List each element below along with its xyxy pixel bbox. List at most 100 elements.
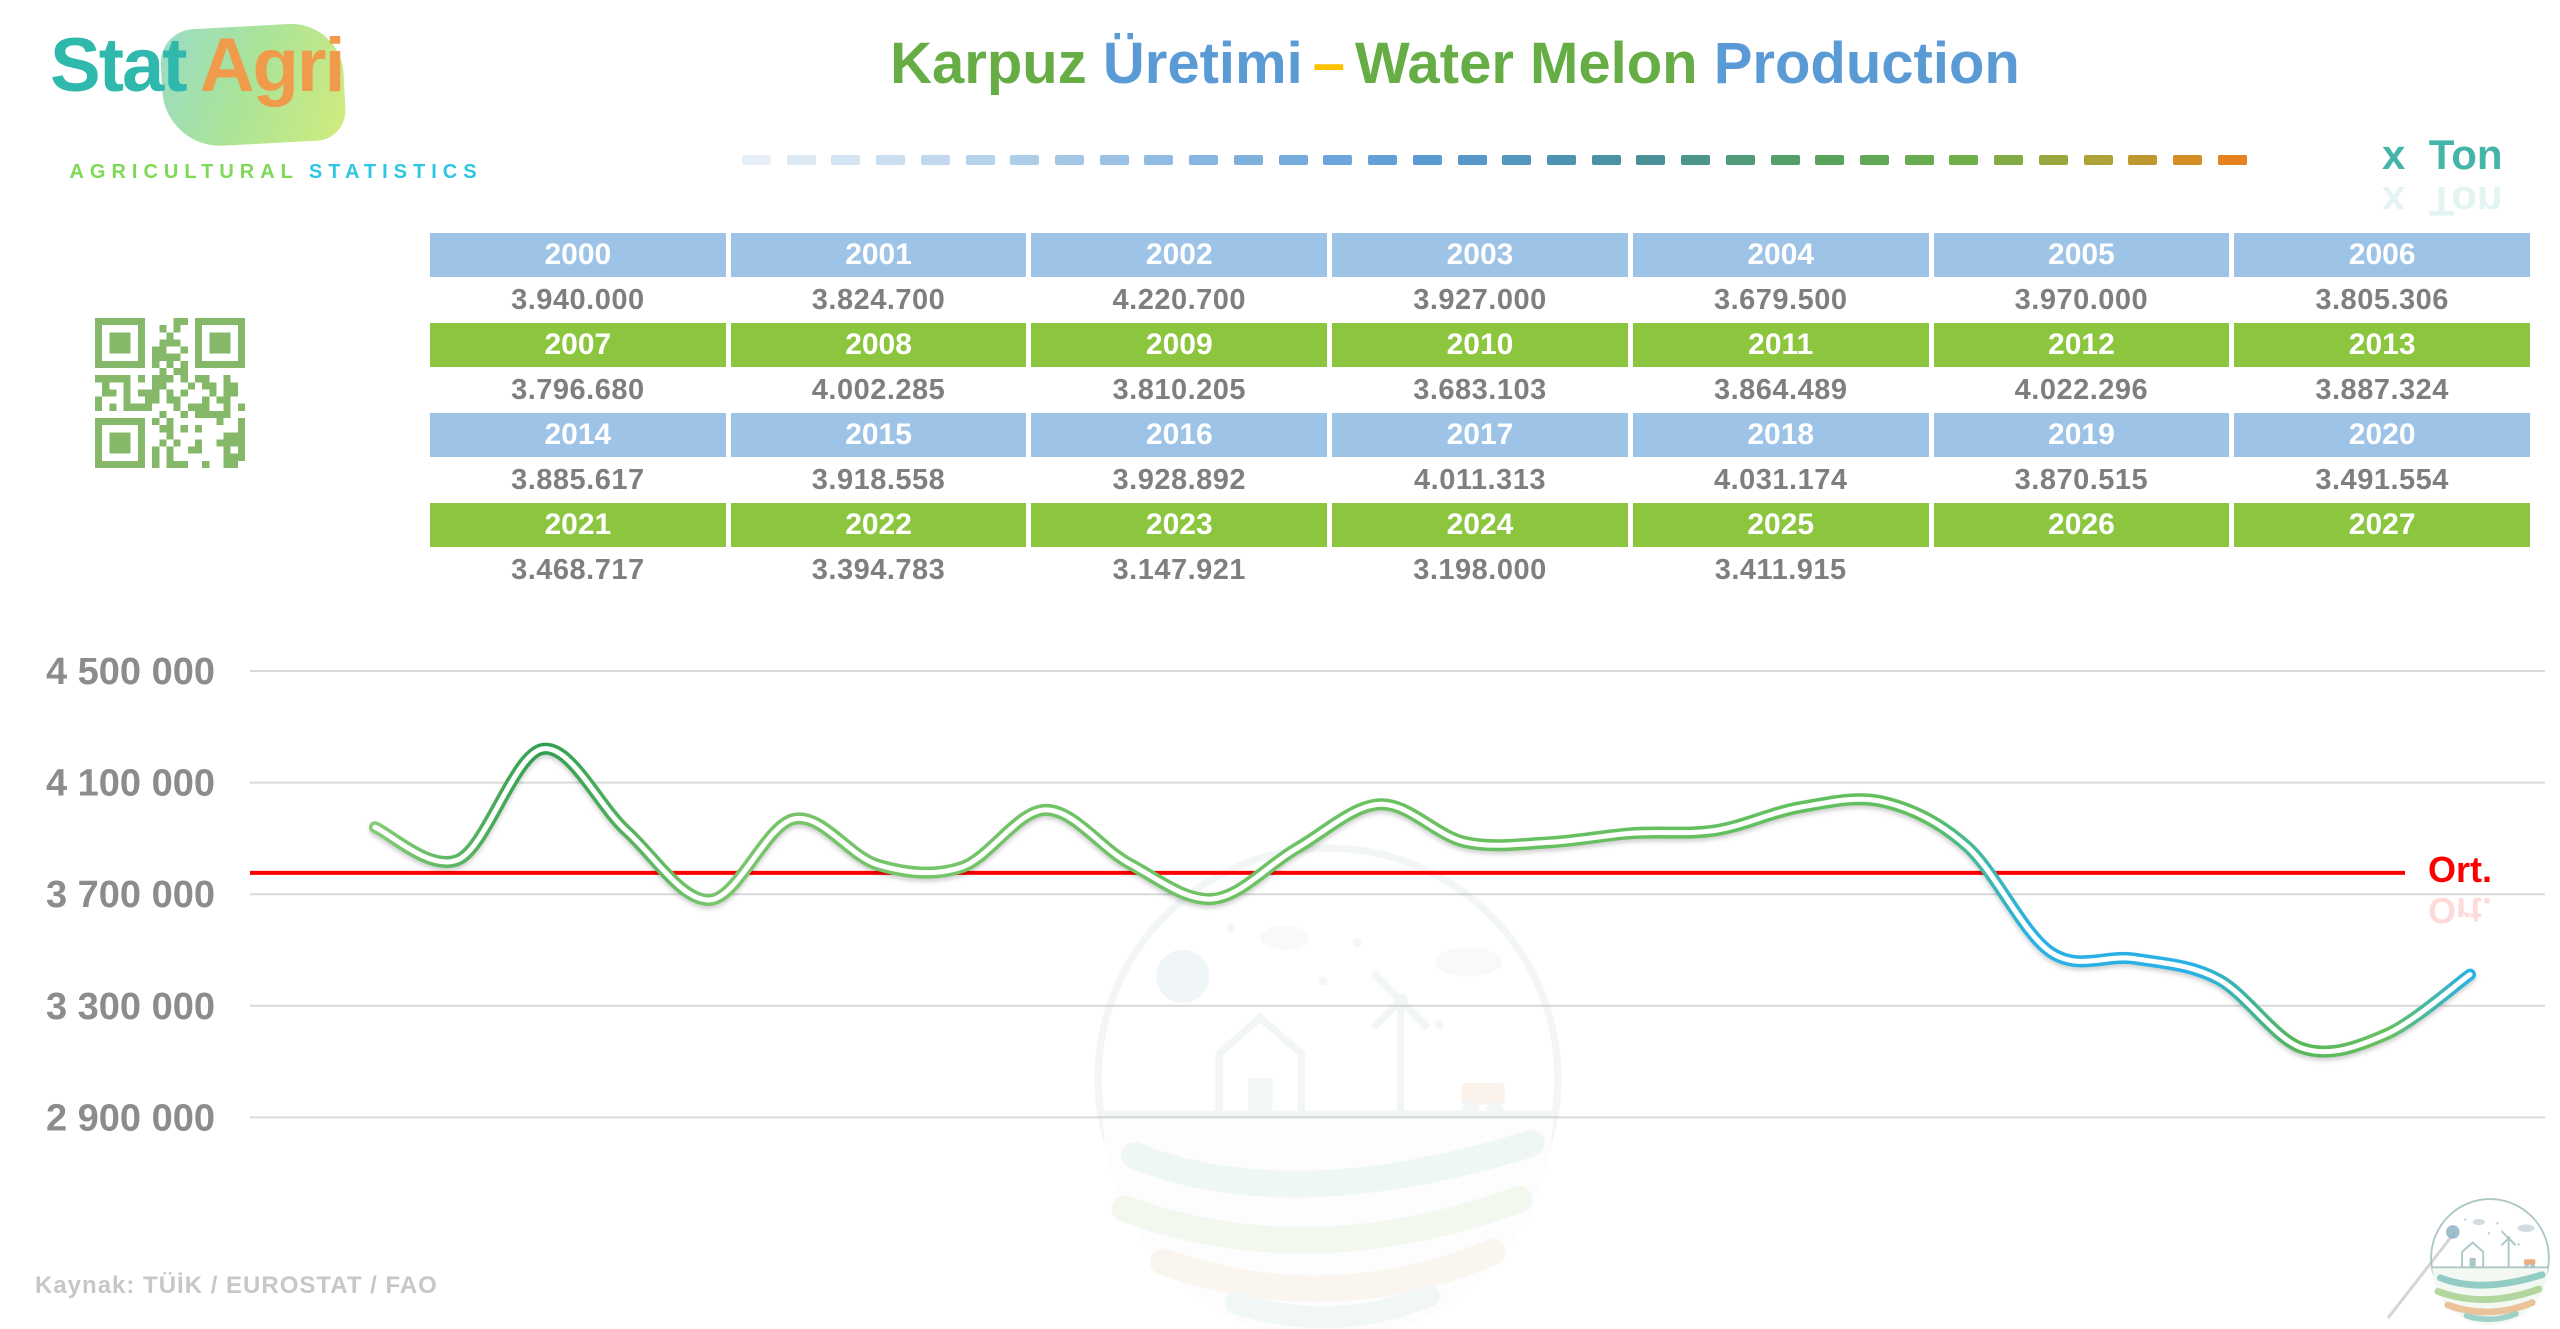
- value-cell: 3.491.554: [2315, 463, 2449, 496]
- year-header-cell: 2006: [2234, 233, 2530, 277]
- year-header-row: 2014 2015 2016 2017 2018 2019 2020: [430, 413, 2530, 457]
- divider-dash: [1859, 155, 1889, 165]
- divider-dash: [1010, 155, 1040, 165]
- year-header-cell: 2003: [1332, 233, 1628, 277]
- divider-dash: [1949, 155, 1979, 165]
- value-row: 3.940.000 3.824.700 4.220.700 3.927.000 3.67…: [430, 277, 2530, 323]
- y-tick-label: 3 300 000: [46, 986, 215, 1028]
- divider-dash: [1457, 155, 1487, 165]
- year-header-cell: 2014: [430, 413, 726, 457]
- page-title: Karpuz Üretimi – Water Melon Production: [880, 30, 2030, 97]
- divider-dash: [965, 155, 995, 165]
- divider-dash: [1144, 155, 1174, 165]
- value-cell: 4.220.700: [1112, 283, 1247, 316]
- title-water-melon: Water Melon: [1354, 31, 1698, 96]
- year-header-cell: 2008: [730, 323, 1027, 367]
- average-label: Ort.: [2428, 849, 2493, 890]
- value-cell: 3.805.306: [2315, 283, 2449, 316]
- decorative-line: [2386, 1231, 2457, 1319]
- logo-subtitle-agricultural: AGRICULTURAL: [69, 161, 299, 183]
- year-header-cell: 2019: [1933, 413, 2230, 457]
- value-cell: 3.864.489: [1713, 373, 1848, 406]
- value-cell: 3.683.103: [1413, 373, 1547, 406]
- logo-agri-text: Agri: [199, 23, 346, 108]
- value-cell: 3.928.892: [1112, 463, 1247, 496]
- divider-dash: [1323, 155, 1353, 165]
- y-tick-label: 3 700 000: [46, 874, 215, 916]
- value-cell: 3.940.000: [511, 283, 645, 316]
- farm-emblem-watermark: [1098, 848, 1558, 1329]
- year-header-row: 2021 2022 2023 2024 2025 2026 2027: [430, 503, 2530, 547]
- farm-emblem-logo: [2431, 1199, 2549, 1325]
- year-header-cell: 2002: [1031, 233, 1328, 277]
- year-header-cell: 2001: [730, 233, 1027, 277]
- year-header-cell: 2004: [1632, 233, 1929, 277]
- chart-curve: [369, 742, 2476, 1058]
- title-dash: –: [1312, 31, 1345, 96]
- year-header-cell: 2016: [1031, 413, 1328, 457]
- value-cell: 3.147.921: [1112, 553, 1247, 586]
- value-cell: 3.885.617: [511, 463, 645, 496]
- year-header-cell: 2011: [1632, 323, 1929, 367]
- value-cell: 4.022.296: [2014, 373, 2149, 406]
- average-label-block: Ort. Ort.: [2428, 849, 2493, 932]
- value-cell: 4.011.313: [1414, 463, 1546, 496]
- divider-dash: [2217, 155, 2247, 165]
- divider-dash: [1502, 155, 1532, 165]
- average-label-reflection: Ort.: [2428, 890, 2493, 931]
- logo-stat-text: Stat: [50, 23, 188, 108]
- divider-dash: [876, 155, 906, 165]
- divider-dash: [786, 155, 816, 165]
- divider-dash: [1278, 155, 1308, 165]
- title-uretimi: Üretimi: [1102, 31, 1303, 96]
- qr-code-icon: [95, 318, 245, 468]
- year-header-cell: 2015: [730, 413, 1027, 457]
- divider-dash: [1591, 155, 1621, 165]
- value-cell: 3.394.783: [811, 553, 946, 586]
- year-header-cell: 2024: [1332, 503, 1628, 547]
- value-cell: 3.870.515: [2014, 463, 2149, 496]
- year-header-row: 2000 2001 2002 2003 2004 2005 2006: [430, 233, 2530, 277]
- value-cell: 3.887.324: [2315, 373, 2449, 406]
- divider-dash: [1055, 155, 1085, 165]
- divider-dash: [1368, 155, 1398, 165]
- value-cell: 3.970.000: [2014, 283, 2149, 316]
- y-tick-label: 4 500 000: [46, 651, 215, 693]
- divider-dash: [1412, 155, 1442, 165]
- divider-dash: [920, 155, 950, 165]
- value-cell: 3.198.000: [1413, 553, 1547, 586]
- divider-dash: [1681, 155, 1711, 165]
- logo-subtitle-statistics: STATISTICS: [308, 161, 483, 183]
- divider-dash: [2038, 155, 2068, 165]
- divider-dash: [1904, 155, 1934, 165]
- year-header-cell: 2009: [1031, 323, 1328, 367]
- value-cell: 3.796.680: [511, 373, 645, 406]
- chart-curve-inner: [372, 746, 2473, 1055]
- divider-dash: [1636, 155, 1666, 165]
- year-header-cell: 2026: [1933, 503, 2230, 547]
- year-header-cell: 2018: [1632, 413, 1929, 457]
- value-cell: 4.031.174: [1713, 463, 1848, 496]
- divider-dash: [1725, 155, 1755, 165]
- statagri-logo: Stat Agri: [50, 22, 346, 109]
- year-header-cell: 2022: [730, 503, 1027, 547]
- year-header-cell: 2013: [2234, 323, 2530, 367]
- value-cell: 3.810.205: [1112, 373, 1247, 406]
- divider-dash: [2083, 155, 2113, 165]
- title-karpuz: Karpuz: [890, 31, 1087, 96]
- unit-label: x Ton: [2382, 131, 2503, 178]
- logo-subtitle: AGRICULTURAL STATISTICS: [24, 138, 483, 207]
- y-tick-label: 4 100 000: [46, 763, 215, 805]
- divider-dash: [1189, 155, 1219, 165]
- value-cell: [1934, 547, 2230, 593]
- source-text: Kaynak: TÜİK / EUROSTAT / FAO: [35, 1272, 438, 1299]
- value-cell: 3.927.000: [1413, 283, 1547, 316]
- value-row: 3.796.680 4.002.285 3.810.205 3.683.103 3.86…: [430, 367, 2530, 413]
- value-cell: [2234, 547, 2530, 593]
- value-cell: 3.918.558: [811, 463, 946, 496]
- divider-dash: [742, 155, 771, 165]
- divider-dash: [2128, 155, 2158, 165]
- year-header-cell: 2020: [2234, 413, 2530, 457]
- divider-dash: [831, 155, 861, 165]
